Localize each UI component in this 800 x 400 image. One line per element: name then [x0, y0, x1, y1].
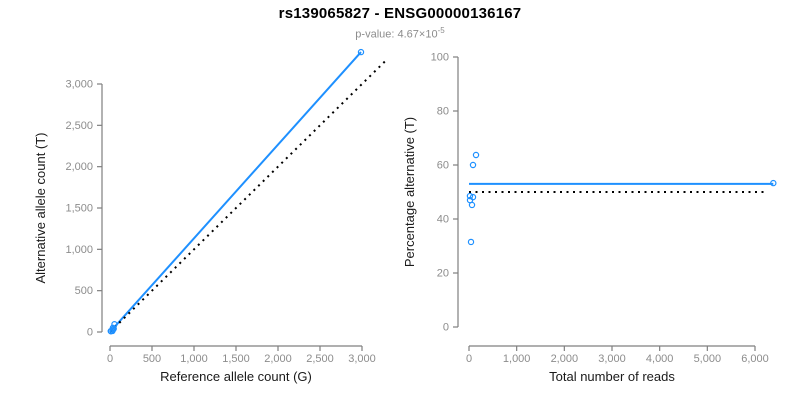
pvalue-subtitle: p-value: 4.67×10-5 — [0, 26, 800, 41]
percentage-panel-x-tick-label: 0 — [466, 353, 472, 365]
percentage-panel-data-point — [467, 238, 475, 246]
allele-counts-panel-y-tick-label: 1,000 — [65, 244, 93, 256]
percentage-panel-x-tick-label: 5,000 — [694, 353, 722, 365]
pvalue-label: p-value: — [355, 28, 395, 41]
allele-counts-panel-x-tick-label: 1,000 — [180, 353, 208, 365]
pvalue-exponent: -5 — [437, 26, 445, 35]
allele-counts-panel-data-point — [357, 48, 365, 56]
allele-counts-panel-y-tick-label: 1,500 — [65, 203, 93, 215]
allele-counts-panel-y-tick-label: 2,000 — [65, 161, 93, 173]
percentage-panel-y-axis-title: Percentage alternative (T) — [402, 117, 417, 267]
percentage-panel-y-tick-label: 40 — [437, 214, 449, 226]
fitted-line — [109, 51, 362, 333]
percentage-panel-data-point — [466, 192, 474, 200]
plot-title: rs139065827 - ENSG00000136167 — [278, 5, 522, 22]
identity-line — [109, 58, 388, 333]
percentage-panel-x-tick-label: 1,000 — [503, 353, 531, 365]
percentage-panel-y-tick-label: 20 — [437, 268, 449, 280]
allele-counts-panel-y-tick-label: 500 — [75, 285, 93, 297]
allele-counts-panel-x-axis-title: Reference allele count (G) — [160, 369, 312, 384]
percentage-panel-y-tick-label: 100 — [431, 52, 449, 64]
allele-counts-panel-y-tick-label: 2,500 — [65, 120, 93, 132]
allele-counts-panel-x-tick-label: 500 — [143, 353, 161, 365]
allele-counts-panel-y-tick-label: 0 — [87, 327, 93, 339]
percentage-panel-data-point — [472, 151, 480, 159]
percentage-panel-x-tick-label: 4,000 — [646, 353, 674, 365]
allele-counts-panel-y-axis-title: Alternative allele count (T) — [33, 132, 48, 283]
allele-counts-panel-data-point — [109, 327, 116, 335]
percentage-panel-x-tick-label: 3,000 — [598, 353, 626, 365]
percentage-panel-data-point — [770, 179, 777, 187]
allele-counts-panel-data-point — [111, 321, 118, 328]
percentage-panel-x-axis-title: Total number of reads — [549, 369, 675, 384]
percentage-panel-y-tick-label: 0 — [443, 322, 449, 334]
percentage-panel-x-tick-label: 2,000 — [551, 353, 579, 365]
percentage-panel-y-tick-label: 80 — [437, 106, 449, 118]
allele-counts-panel-x-tick-label: 0 — [107, 353, 113, 365]
allele-counts-panel-x-tick-label: 2,000 — [264, 353, 292, 365]
percentage-panel-data-point — [469, 161, 477, 169]
percentage-panel-y-tick-label: 60 — [437, 160, 449, 172]
allele-counts-panel-x-tick-label: 3,000 — [348, 353, 376, 365]
pvalue-mantissa: 4.67×10 — [397, 28, 438, 41]
allele-counts-panel-x-tick-label: 2,500 — [306, 353, 334, 365]
percentage-panel-data-point — [468, 201, 476, 209]
allele-counts-panel-x-tick-label: 1,500 — [222, 353, 250, 365]
percentage-panel-x-tick-label: 6,000 — [741, 353, 769, 365]
allele-counts-panel-y-tick-label: 3,000 — [65, 79, 93, 91]
